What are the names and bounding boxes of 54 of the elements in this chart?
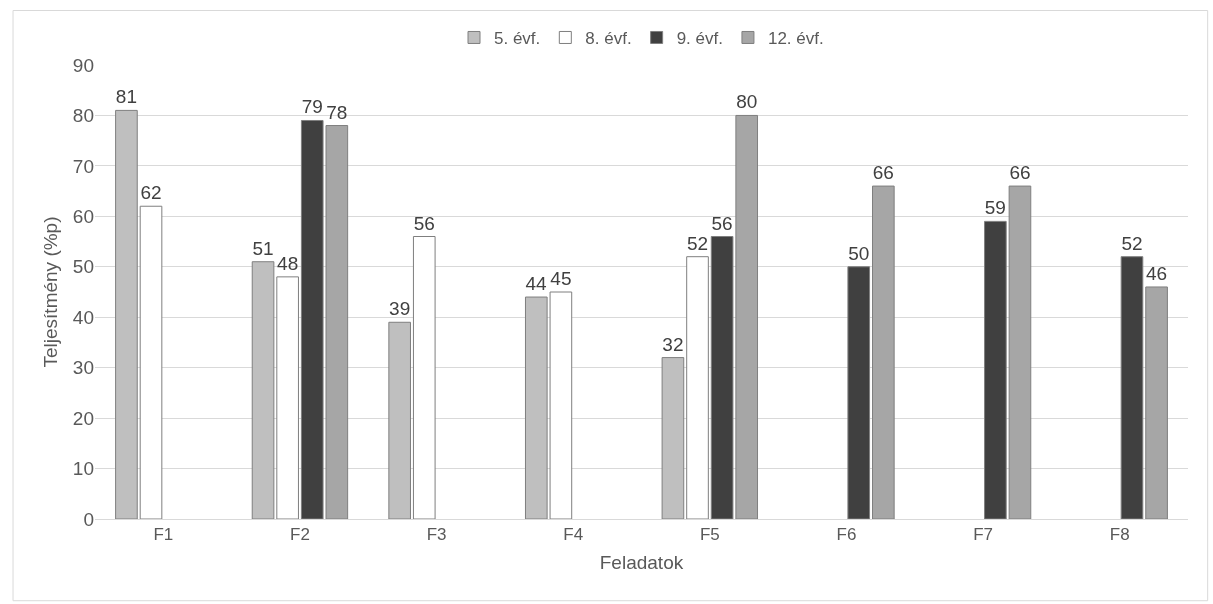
y-tick-label: 10 [72,458,94,480]
data-label: 66 [1009,162,1031,184]
data-label: 66 [872,162,894,184]
bar [115,109,138,519]
bar [139,205,163,519]
bar [1120,256,1144,519]
data-label: 52 [1121,232,1143,254]
y-tick-label: 60 [72,205,94,227]
data-label: 62 [140,182,162,204]
data-label: 59 [984,197,1006,219]
data-label: 81 [115,86,137,108]
bar [686,256,709,519]
x-tick-label: F2 [290,525,310,545]
x-tick-label: F5 [699,525,720,545]
x-tick-label: F7 [973,525,993,545]
bar [388,321,411,519]
y-tick-label: 0 [83,508,94,530]
y-tick-label: 90 [72,54,94,76]
legend-label: 9. évf. [676,29,723,49]
legend-label: 8. évf. [585,29,632,49]
x-tick-label: F3 [426,525,447,545]
data-label: 46 [1146,262,1168,284]
y-axis-title: Teljesítmény (%p) [39,216,61,368]
data-label: 79 [301,96,323,118]
y-tick-label: 30 [72,357,94,379]
data-label: 51 [252,237,274,259]
y-tick-label: 50 [72,256,94,278]
data-label: 80 [736,91,758,113]
y-tick-label: 20 [72,407,94,429]
data-label: 56 [711,212,733,234]
bar [412,236,436,519]
data-label: 32 [662,333,684,355]
x-tick-label: F6 [836,525,857,545]
data-label: 44 [525,273,548,295]
data-label: 39 [389,298,411,320]
data-label: 45 [550,268,572,289]
bar [872,185,895,519]
data-label: 56 [413,212,435,234]
data-label: 78 [326,101,348,123]
x-tick-label: F8 [1109,525,1130,545]
bar [661,357,685,519]
y-tick-label: 40 [72,306,94,328]
bar [847,266,871,519]
y-tick-label: 80 [72,105,94,127]
x-tick-label: F4 [563,525,584,545]
y-tick-label: 70 [72,155,94,177]
data-label: 50 [848,242,870,264]
x-axis-title: Feladatok [599,552,684,574]
legend-label: 5. évf. [494,29,541,49]
x-tick-label: F1 [153,525,174,545]
bar [1145,286,1168,519]
data-label: 52 [686,232,709,254]
data-label: 48 [277,252,299,274]
legend-label: 12. évf. [767,29,824,49]
